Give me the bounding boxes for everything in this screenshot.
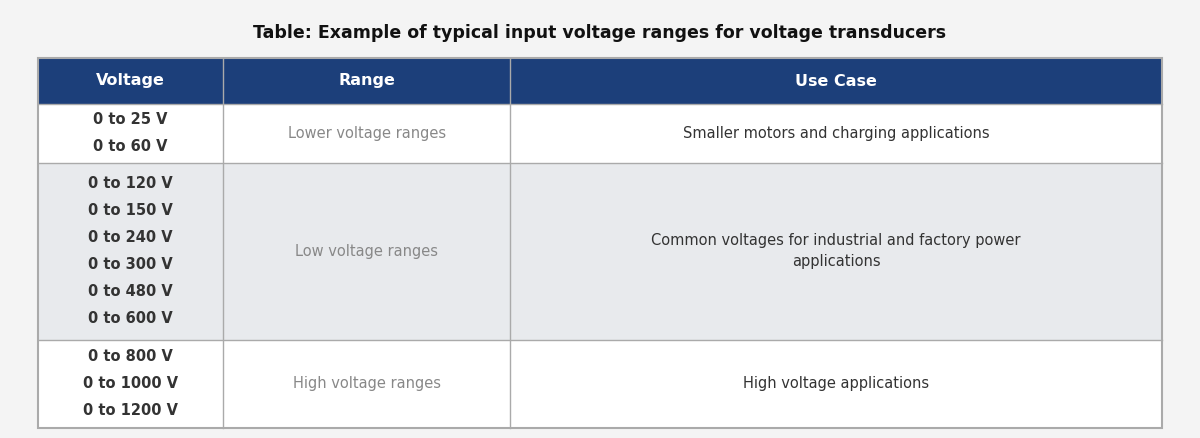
Text: Voltage: Voltage bbox=[96, 74, 166, 88]
Text: High voltage ranges: High voltage ranges bbox=[293, 376, 440, 391]
Text: Table: Example of typical input voltage ranges for voltage transducers: Table: Example of typical input voltage … bbox=[253, 24, 947, 42]
Text: 0 to 25 V
0 to 60 V: 0 to 25 V 0 to 60 V bbox=[94, 113, 168, 155]
Bar bbox=[38, 339, 1162, 428]
Text: 0 to 800 V
0 to 1000 V
0 to 1200 V: 0 to 800 V 0 to 1000 V 0 to 1200 V bbox=[83, 350, 179, 418]
Text: High voltage applications: High voltage applications bbox=[743, 376, 929, 391]
Text: Range: Range bbox=[338, 74, 395, 88]
Bar bbox=[38, 58, 1162, 428]
Text: Common voltages for industrial and factory power
applications: Common voltages for industrial and facto… bbox=[652, 233, 1021, 269]
Text: Lower voltage ranges: Lower voltage ranges bbox=[288, 126, 446, 141]
Text: 0 to 120 V
0 to 150 V
0 to 240 V
0 to 300 V
0 to 480 V
0 to 600 V: 0 to 120 V 0 to 150 V 0 to 240 V 0 to 30… bbox=[89, 176, 173, 326]
Bar bbox=[38, 163, 1162, 339]
Bar bbox=[38, 58, 1162, 104]
Text: Smaller motors and charging applications: Smaller motors and charging applications bbox=[683, 126, 989, 141]
Text: Low voltage ranges: Low voltage ranges bbox=[295, 244, 438, 259]
Text: Use Case: Use Case bbox=[796, 74, 877, 88]
Bar bbox=[38, 104, 1162, 163]
